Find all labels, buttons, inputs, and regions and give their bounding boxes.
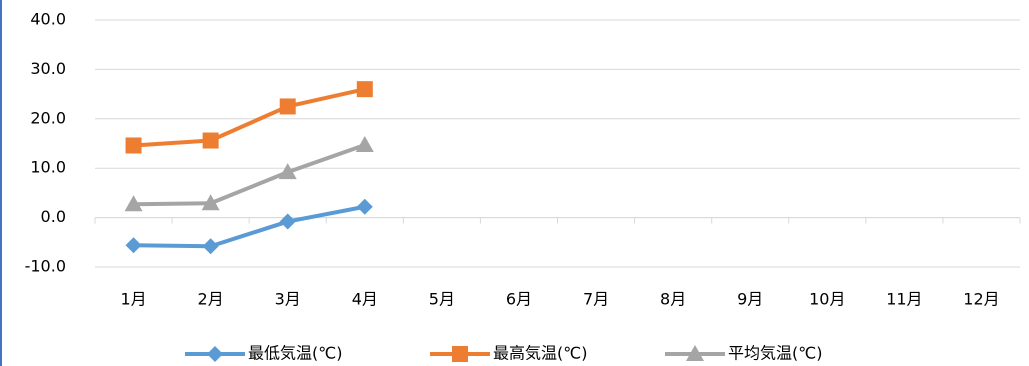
data-point	[356, 81, 373, 98]
data-point	[124, 195, 143, 212]
x-tick-label: 7月	[583, 290, 609, 309]
y-tick-label: 10.0	[30, 158, 66, 177]
x-tick-label: 9月	[737, 290, 763, 309]
data-point	[202, 238, 219, 255]
y-tick-label: 0.0	[41, 207, 66, 226]
x-tick-label: 2月	[198, 290, 224, 309]
data-point	[356, 198, 373, 215]
x-tick-label: 8月	[660, 290, 686, 309]
data-point	[202, 132, 219, 149]
data-point	[278, 163, 297, 180]
x-tick-label: 11月	[886, 290, 922, 309]
legend-label: 平均気温(℃)	[728, 344, 822, 363]
data-point	[125, 237, 142, 254]
data-point	[279, 213, 296, 230]
x-tick-label: 12月	[963, 290, 999, 309]
data-point	[125, 137, 142, 154]
x-tick-label: 4月	[352, 290, 378, 309]
series-line	[133, 87, 366, 148]
data-point	[279, 98, 296, 115]
series-line	[133, 204, 366, 249]
series-line	[133, 143, 366, 207]
data-point	[201, 194, 220, 211]
x-tick-label: 5月	[429, 290, 455, 309]
legend-marker	[207, 346, 223, 362]
y-tick-label: 30.0	[30, 59, 66, 78]
y-tick-label: 40.0	[30, 10, 66, 29]
x-tick-label: 1月	[120, 290, 146, 309]
legend-marker	[686, 345, 704, 361]
data-point	[355, 135, 374, 152]
legend-label: 最高気温(℃)	[493, 344, 587, 363]
x-tick-label: 6月	[506, 290, 532, 309]
y-tick-label: -10.0	[25, 257, 66, 276]
x-tick-label: 3月	[275, 290, 301, 309]
y-tick-label: 20.0	[30, 108, 66, 127]
legend-marker	[452, 346, 468, 362]
x-tick-label: 10月	[809, 290, 845, 309]
legend-label: 最低気温(℃)	[248, 344, 342, 363]
